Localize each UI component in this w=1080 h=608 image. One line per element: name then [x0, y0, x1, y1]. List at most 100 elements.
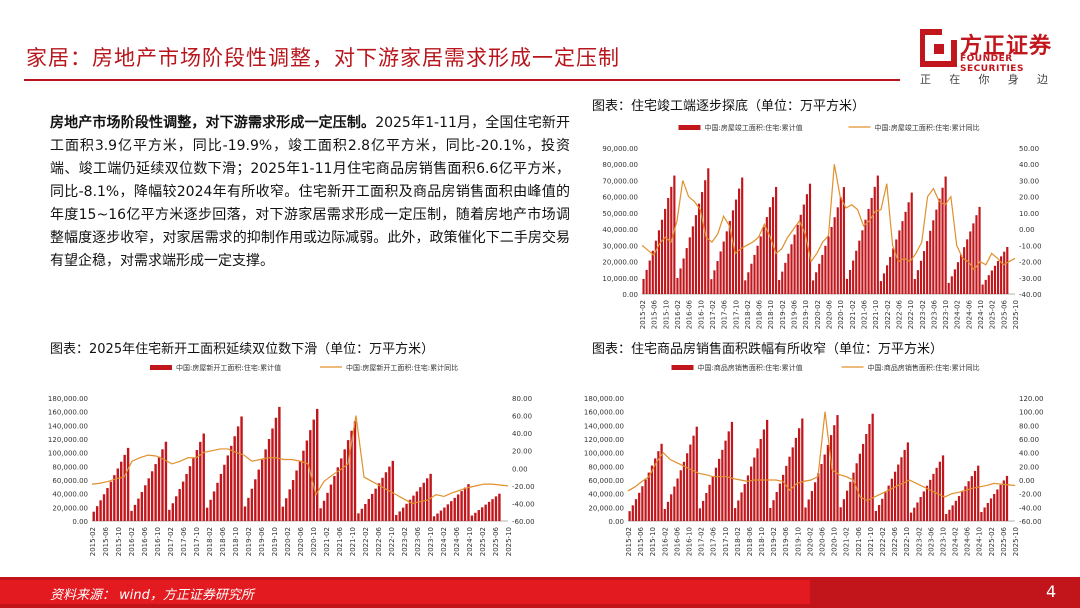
bar — [781, 271, 784, 294]
y-right-tick-label: 0.00 — [1019, 477, 1035, 485]
bar — [346, 440, 350, 521]
y-right-tick-label: 60.00 — [512, 413, 532, 421]
bar — [660, 219, 664, 294]
bar — [999, 484, 1002, 521]
bar — [727, 431, 730, 521]
bar — [813, 482, 817, 521]
bar — [892, 248, 895, 294]
bar — [408, 499, 412, 521]
bar — [827, 236, 830, 294]
bar — [691, 226, 694, 294]
bar — [947, 282, 950, 294]
legend-bar-swatch — [671, 365, 694, 370]
x-tick-label: 2025-10 — [505, 527, 513, 556]
bar — [842, 187, 845, 294]
x-tick-label: 2021-02 — [323, 527, 331, 556]
bar — [721, 449, 724, 521]
bar — [147, 478, 150, 521]
bar — [906, 442, 909, 521]
bar — [329, 484, 333, 521]
x-tick-label: 2019-06 — [258, 526, 266, 556]
x-tick-label: 2015-02 — [625, 527, 633, 556]
bar — [343, 449, 346, 521]
legend-label: 中国:商品房销售面积:住宅:累计同比 — [868, 363, 980, 372]
bar — [456, 494, 460, 521]
bar — [945, 513, 948, 521]
bar — [839, 507, 842, 521]
bar — [986, 502, 989, 521]
x-tick-label: 2023-06 — [414, 526, 422, 556]
bar — [964, 486, 967, 521]
bar — [775, 492, 778, 521]
bar — [714, 467, 718, 521]
bar — [474, 512, 477, 521]
x-tick-label: 2017-06 — [180, 526, 188, 556]
bar — [705, 492, 708, 521]
x-tick-label: 2018-10 — [758, 527, 766, 556]
x-tick-label: 2019-02 — [779, 300, 787, 329]
x-tick-label: 2016-02 — [674, 300, 682, 329]
x-tick-label: 2016-10 — [154, 527, 162, 556]
x-tick-label: 2020-06 — [819, 526, 827, 556]
bar — [970, 476, 973, 521]
bar — [730, 421, 734, 521]
bar — [305, 440, 309, 521]
y-left-tick-label: 40,000.00 — [602, 226, 638, 234]
bar — [796, 224, 799, 294]
x-tick-label: 2016-06 — [686, 299, 694, 329]
bar — [443, 507, 446, 521]
bar — [315, 408, 319, 521]
bar — [116, 468, 119, 521]
y-left-tick-label: 0.00 — [72, 518, 88, 526]
bar — [981, 284, 984, 294]
bar — [692, 435, 695, 521]
x-tick-label: 2024-06 — [964, 526, 972, 556]
bar — [439, 510, 443, 521]
bar — [716, 261, 719, 294]
bar — [882, 273, 886, 294]
y-left-tick-label: 60,000.00 — [588, 477, 624, 485]
summary-body: 2025年1-11月，全国住宅新开工面积3.9亿平方米，同比-19.9%，竣工面… — [50, 115, 570, 269]
bar — [916, 270, 919, 294]
y-left-tick-label: 160,000.00 — [48, 409, 88, 417]
x-tick-label: 2015-06 — [102, 526, 110, 556]
bar — [956, 262, 960, 294]
bar — [673, 175, 676, 294]
bar — [326, 492, 329, 521]
bar — [935, 209, 938, 294]
bar — [240, 416, 243, 521]
bar — [250, 488, 254, 521]
bar — [322, 500, 326, 521]
bar — [446, 504, 450, 521]
bar — [353, 421, 357, 521]
x-tick-label: 2020-10 — [837, 300, 845, 329]
page-title: 家居：房地产市场阶段性调整，对下游家居需求形成一定压制 — [26, 46, 620, 70]
y-right-tick-label: 60.00 — [1019, 436, 1039, 444]
bar — [381, 477, 384, 521]
bar — [199, 441, 202, 521]
y-right-tick-label: 40.00 — [1019, 450, 1039, 458]
bar — [688, 237, 691, 294]
x-tick-label: 2016-02 — [128, 527, 136, 556]
bar — [922, 491, 925, 521]
y-right-tick-label: 20.00 — [1019, 194, 1039, 202]
bar — [664, 208, 667, 294]
x-tick-label: 2015-10 — [649, 527, 657, 556]
y-right-tick-label: 20.00 — [1019, 463, 1039, 471]
bar — [724, 440, 727, 521]
bar — [871, 413, 874, 521]
bar — [641, 486, 644, 521]
bar — [839, 197, 842, 294]
footer-band — [0, 580, 810, 604]
bar — [762, 429, 766, 521]
bar — [865, 434, 868, 521]
x-tick-label: 2018-06 — [219, 526, 227, 556]
bar — [494, 496, 498, 521]
bar — [1003, 251, 1006, 294]
bar — [202, 433, 205, 521]
x-tick-label: 2022-10 — [903, 527, 911, 556]
x-tick-label: 2020-10 — [831, 527, 839, 556]
y-right-tick-label: -30.00 — [1019, 275, 1042, 283]
bar — [858, 240, 861, 294]
bar — [645, 269, 648, 294]
